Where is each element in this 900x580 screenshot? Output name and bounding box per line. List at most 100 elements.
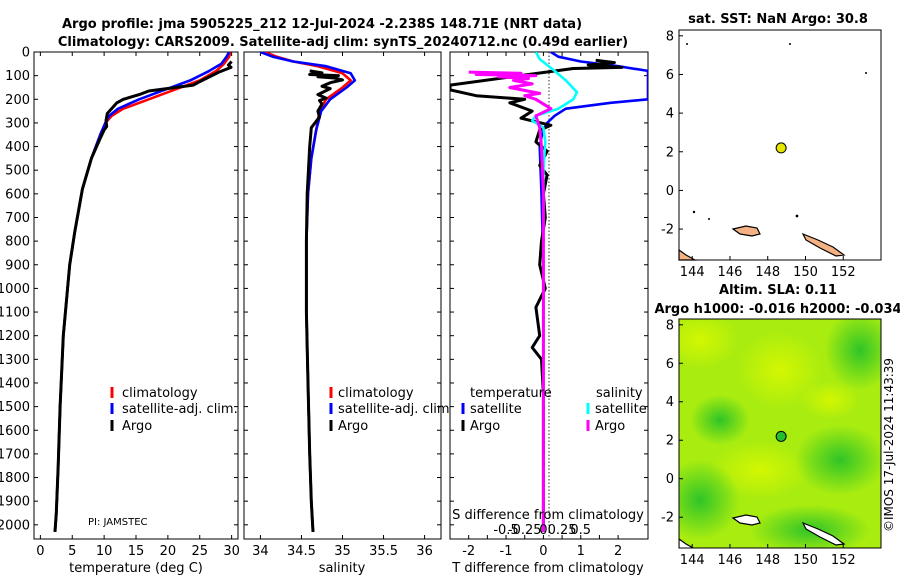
map-x-tick-label: 148 — [755, 553, 780, 568]
sst-map-panel: sat. SST: NaN Argo: 30.8 144 146 148 150 152… — [661, 12, 882, 280]
figure-title-line1: Argo profile: jma 5905225_212 12-Jul-202… — [62, 17, 582, 32]
map-x-tick-label: 152 — [831, 265, 856, 280]
islet — [795, 214, 799, 218]
s-x-tick-label: 0.5 — [570, 523, 591, 538]
map-x-tick-label: 148 — [755, 265, 780, 280]
sla-map-title: Altim. SLA: 0.11 — [719, 283, 837, 298]
x-tick-label: 25 — [191, 544, 208, 559]
depth-tick-label: 600 — [5, 187, 30, 202]
sla-heatmap-field — [679, 319, 881, 548]
depth-tick-label: 1300 — [0, 353, 30, 368]
map-y-tick-label: 4 — [666, 107, 674, 122]
x-tick-label: 30 — [223, 544, 240, 559]
depth-tick-label: 1100 — [0, 306, 30, 321]
salinity-lines — [259, 52, 357, 532]
islet — [865, 72, 867, 74]
footer-timestamp: ©IMOS 17-Jul-2024 11:43:39 — [882, 358, 896, 532]
legend-label-s-satellite: satellite — [595, 402, 647, 417]
legend-label-climatology: climatology — [122, 386, 198, 401]
sla-map-panel: Altim. SLA: 0.11 Argo h1000: -0.016 h200… — [654, 283, 900, 568]
series-line-argo — [53, 60, 233, 533]
sla-map-frame — [678, 318, 882, 549]
series-line-t-argo — [450, 58, 624, 532]
legend-label-s-argo: Argo — [595, 419, 625, 434]
pi-label: PI: JAMSTEC — [88, 517, 148, 528]
depth-tick-label: 500 — [5, 164, 30, 179]
figure-title-line2: Climatology: CARS2009. Satellite-adj cli… — [58, 35, 628, 50]
s-x-tick-label: -0.25 — [508, 523, 542, 538]
temperature-ticks: 0 5 10 15 20 25 30 — [34, 51, 240, 559]
map-y-tick-label: 8 — [666, 29, 674, 44]
legend-label-satellite: satellite-adj. clim. — [122, 402, 238, 417]
map-y-tick-label: -2 — [661, 511, 674, 526]
x-tick-label: -1 — [500, 544, 513, 559]
sla-high-patch — [735, 330, 825, 410]
x-tick-label: 34.5 — [287, 544, 316, 559]
x-tick-label: 2 — [614, 544, 622, 559]
map-y-tick-label: 2 — [666, 145, 674, 160]
sla-low-patch — [795, 425, 881, 495]
map-x-tick-label: 146 — [718, 265, 743, 280]
sla-low-patch — [825, 319, 881, 390]
s-x-tick-label: 0.25 — [548, 523, 577, 538]
map-x-tick-label: 150 — [793, 553, 818, 568]
map-x-tick-label: 152 — [831, 553, 856, 568]
salinity-ticks: 34 34.5 35 35.5 36 — [244, 51, 441, 559]
depth-tick-label: 1000 — [0, 282, 30, 297]
salinity-axes-frame — [243, 51, 442, 540]
x-tick-label: -2 — [462, 544, 475, 559]
x-tick-label: 36 — [416, 544, 433, 559]
depth-tick-label: 2000 — [0, 518, 30, 533]
x-tick-label: 0 — [539, 544, 547, 559]
temperature-axes-frame — [33, 51, 239, 540]
sla-low-patch — [690, 395, 750, 445]
temperature-legend: climatology satellite-adj. clim. Argo — [110, 386, 238, 434]
map-x-tick-label: 150 — [793, 265, 818, 280]
x-tick-label: 20 — [160, 544, 177, 559]
x-tick-label: 10 — [96, 544, 113, 559]
series-line-s-argo — [468, 70, 553, 532]
legend-label-t-satellite: satellite — [470, 402, 522, 417]
salinity-panel: 34 34.5 35 35.5 36 salinity climatology sate… — [243, 51, 454, 576]
depth-tick-label: 200 — [5, 93, 30, 108]
x-tick-label: 35 — [334, 544, 351, 559]
sla-high-patch — [800, 380, 860, 420]
islet — [789, 43, 791, 45]
legend-label-climatology: climatology — [338, 386, 414, 401]
depth-tick-label: 100 — [5, 69, 30, 84]
x-tick-label: 5 — [68, 544, 76, 559]
island-new-ireland — [731, 225, 761, 237]
islet — [708, 218, 710, 220]
s-x-tick-label: -0.5 — [493, 523, 518, 538]
map-x-tick-label: 144 — [680, 553, 705, 568]
legend-label-argo: Argo — [338, 419, 368, 434]
depth-tick-labels: 0 100 200 300 400 500 600 700 800 900 1000 1100 1200… — [0, 46, 30, 534]
salinity-legend: climatology satellite-adj. clim. Argo — [329, 386, 454, 434]
sla-low-patch — [679, 460, 740, 540]
legend-title-salinity: salinity — [596, 386, 643, 401]
depth-tick-label: 1800 — [0, 471, 30, 486]
depth-tick-label: 1600 — [0, 424, 30, 439]
depth-tick-label: 900 — [5, 258, 30, 273]
argo-position-marker — [775, 430, 787, 442]
x-tick-label: 1 — [577, 544, 585, 559]
series-line-argo — [304, 69, 344, 532]
legend-label-satellite: satellite-adj. clim. — [338, 402, 454, 417]
map-x-tick-label: 144 — [680, 265, 705, 280]
temperature-lines — [53, 52, 233, 533]
depth-tick-label: 1900 — [0, 495, 30, 510]
legend-label-t-argo: Argo — [470, 419, 500, 434]
sla-map-subtitle: Argo h1000: -0.016 h2000: -0.034 — [654, 302, 900, 317]
difference-panel: -2 -1 0 1 2 S difference from climatology -0… — [449, 51, 649, 576]
legend-label-argo: Argo — [122, 419, 152, 434]
legend-title-temperature: temperature — [470, 386, 552, 401]
depth-tick-label: 300 — [5, 116, 30, 131]
sla-map-ticks: 144 146 148 150 152 -2 0 2 4 6 8 — [661, 318, 856, 568]
temperature-xlabel: temperature (deg C) — [69, 561, 203, 576]
coast-png-mainland — [678, 248, 698, 261]
map-y-tick-label: 8 — [666, 318, 674, 333]
map-y-tick-label: 6 — [666, 357, 674, 372]
depth-tick-label: 1700 — [0, 447, 30, 462]
depth-tick-label: 1400 — [0, 376, 30, 391]
